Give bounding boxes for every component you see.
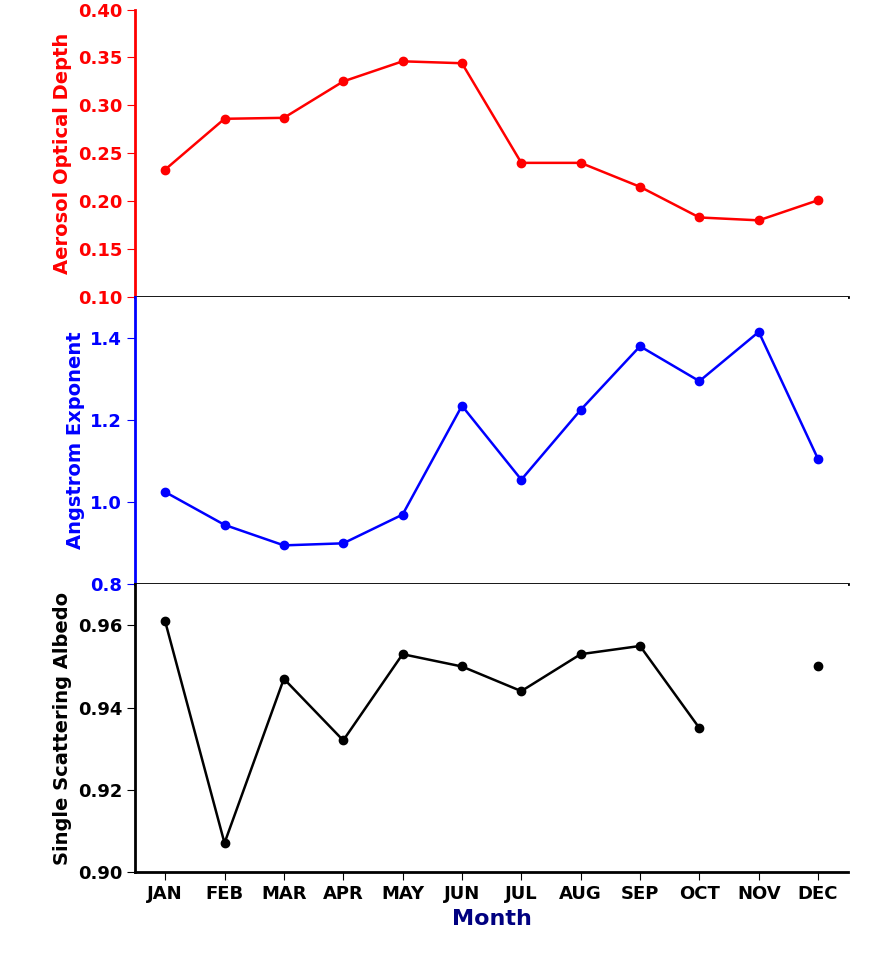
Y-axis label: Aerosol Optical Depth: Aerosol Optical Depth <box>53 33 73 274</box>
Y-axis label: Single Scattering Albedo: Single Scattering Albedo <box>53 591 73 865</box>
Y-axis label: Angstrom Exponent: Angstrom Exponent <box>66 331 85 550</box>
X-axis label: Month: Month <box>452 908 531 928</box>
